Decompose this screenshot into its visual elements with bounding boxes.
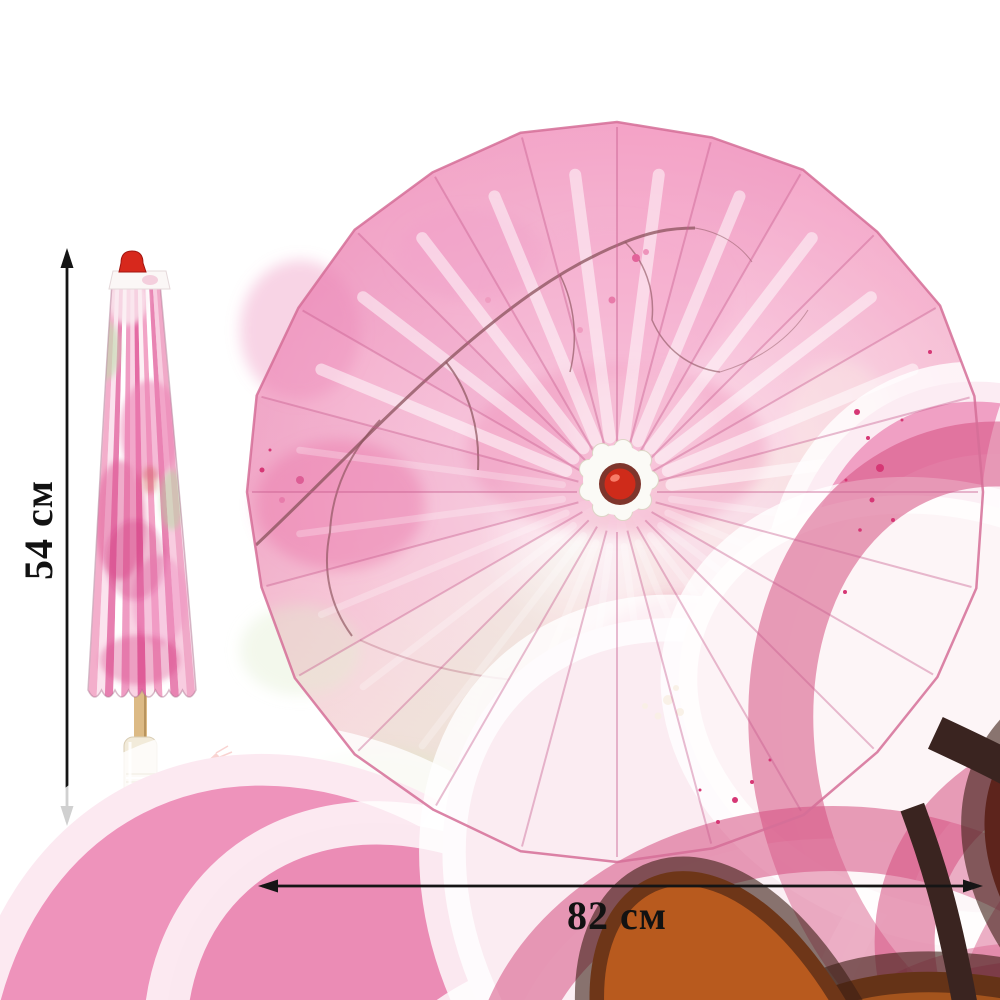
canopy-rib (435, 526, 598, 806)
height-dimension-arrow (60, 248, 74, 826)
collar-mottling (142, 275, 158, 285)
canopy-rib (357, 519, 590, 752)
sheen-ray (317, 509, 570, 618)
canopy-rib (521, 137, 608, 454)
sheen-ray (357, 291, 580, 465)
canopy-rib (434, 176, 598, 458)
sheen-ray (488, 190, 602, 448)
canopy-rib (655, 396, 970, 483)
sheen-ray (296, 446, 566, 489)
canopy-rib (357, 232, 590, 465)
canopy-rib (655, 501, 972, 588)
canopy-rib (651, 511, 934, 676)
width-dimension-label: 82 см (567, 893, 667, 938)
main-branch (254, 226, 696, 547)
canopy-collar (108, 270, 171, 290)
canopy-rim (245, 120, 985, 864)
height-dimension-label: 54 см (16, 480, 61, 580)
canopy-rib (298, 511, 583, 677)
canopy-rib (644, 519, 875, 750)
canopy-rib (261, 395, 579, 483)
canopy-rib (636, 526, 802, 812)
canopy-rib (626, 142, 712, 454)
canopy-rib (521, 530, 608, 847)
center-hub (579, 439, 659, 521)
sheen-ray (296, 495, 566, 538)
hub-knob (604, 468, 636, 500)
sheen-ray (315, 363, 573, 477)
sheen-ray (644, 232, 818, 455)
width-dimension-arrow (258, 879, 983, 893)
paint-splatter (259, 350, 932, 824)
canopy-rib (626, 530, 713, 844)
sheen-ray (359, 522, 577, 691)
sheen-ray (416, 232, 590, 455)
umbrella-cap (118, 250, 147, 273)
sheen-ray (654, 291, 877, 465)
canopy-rib (644, 234, 875, 465)
canopy-rib (651, 307, 937, 473)
sheen-ray (618, 168, 665, 444)
sheen-ray (418, 532, 587, 750)
white-paint-dots (642, 685, 684, 720)
sheen-ray (569, 168, 616, 444)
arrowhead-right (963, 879, 983, 893)
canopy-rib (636, 173, 802, 458)
sheen-ray (661, 363, 919, 477)
arrowhead-left (258, 879, 278, 893)
canopy-rib (302, 309, 583, 473)
umbrella-shaft (134, 689, 147, 739)
canopy-ribs (245, 120, 985, 864)
flower-buds (279, 249, 649, 503)
canopy-rib (266, 501, 579, 587)
arrowhead-up (60, 248, 74, 268)
